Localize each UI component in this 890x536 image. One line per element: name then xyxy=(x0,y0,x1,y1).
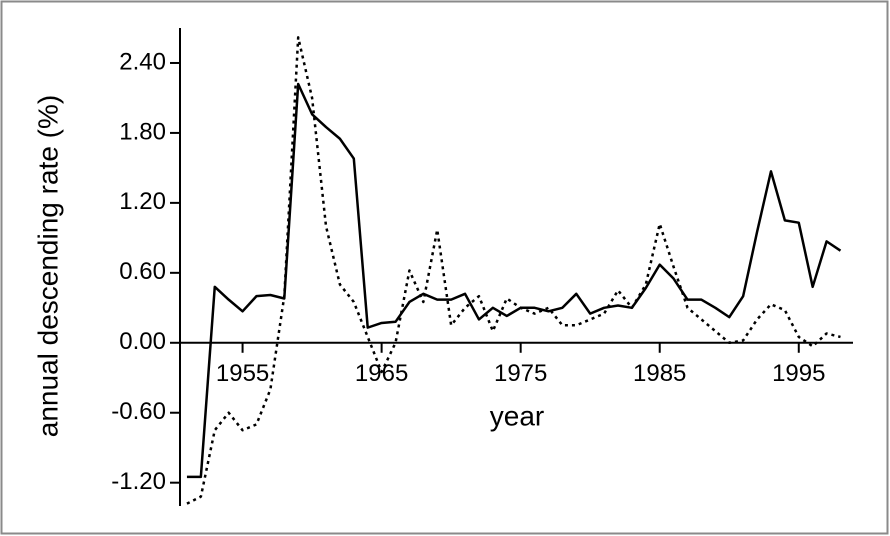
y-tick-label: 0.60 xyxy=(119,258,166,285)
x-tick-label: 1985 xyxy=(633,360,686,387)
series-line xyxy=(186,36,841,505)
y-tick-label: -1.20 xyxy=(111,468,166,495)
y-axis-label: annual descending rate (%) xyxy=(32,95,63,437)
x-axis-label: year xyxy=(490,400,544,431)
y-tick-label: 2.40 xyxy=(119,48,166,75)
x-tick-label: 1965 xyxy=(355,360,408,387)
x-tick-label: 1955 xyxy=(216,360,269,387)
series-line xyxy=(186,82,842,479)
x-tick-label: 1975 xyxy=(494,360,547,387)
y-tick-label: 1.80 xyxy=(119,118,166,145)
y-tick-label: 0.00 xyxy=(119,328,166,355)
x-tick-label: 1995 xyxy=(772,360,825,387)
y-tick-label: -0.60 xyxy=(111,398,166,425)
y-tick-label: 1.20 xyxy=(119,188,166,215)
